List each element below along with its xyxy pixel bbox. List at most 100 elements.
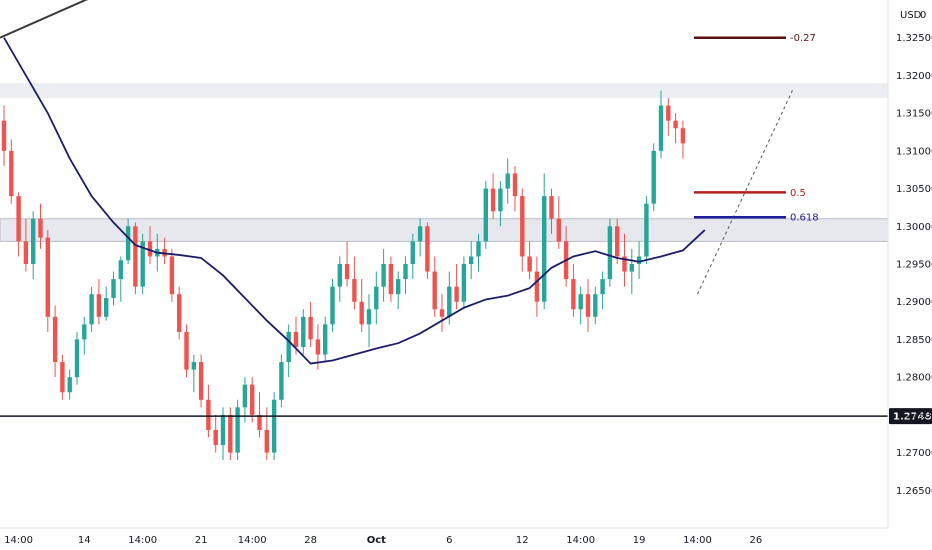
moving-average-line [3, 37, 706, 365]
candle-body [388, 264, 394, 295]
candle-85 [622, 233, 627, 287]
candle-65 [476, 233, 481, 272]
candle-body [140, 241, 145, 287]
x-tick-label-11: 14:00 [683, 535, 712, 546]
candle-body [374, 286, 379, 310]
candle-body [1, 120, 7, 151]
x-tick-label-1: 14 [78, 535, 91, 546]
candle-body [104, 297, 109, 317]
candle-body [454, 286, 459, 302]
candle-81 [593, 286, 598, 325]
candle-body [220, 414, 226, 446]
candle-body [31, 218, 36, 264]
candle-69 [505, 158, 510, 204]
candle-body [476, 241, 481, 257]
candle-body [520, 196, 525, 257]
y-tick-label-8: 1.28500 [896, 335, 932, 346]
candle-body [74, 339, 80, 378]
fib-level-label-0: -0.27 [790, 33, 816, 44]
candle-86 [629, 248, 634, 295]
candle-body [286, 331, 291, 363]
candle-41 [301, 309, 306, 355]
candle-16 [118, 256, 123, 302]
candle-84 [615, 218, 620, 264]
y-tick-label-10: 1.27500 [896, 410, 932, 421]
candle-27 [198, 354, 204, 408]
candle-body [96, 294, 102, 317]
candle-body [542, 196, 547, 302]
candle-body [425, 226, 430, 272]
fib-level-label-2: 0.618 [790, 213, 819, 224]
candle-67 [490, 173, 496, 219]
time-axis[interactable]: 14:00 14 14:00 21 14:00 28 Oct 6 12 14:00 19 14:00 2… [4, 535, 762, 546]
candle-8 [60, 354, 65, 400]
candle-20 [147, 226, 153, 264]
candle-52 [381, 248, 386, 302]
candle-body [549, 196, 554, 219]
candle-31 [228, 407, 233, 461]
candle-38 [279, 354, 284, 408]
candle-59 [432, 256, 437, 317]
candle-39 [286, 324, 291, 378]
y-tick-label-2: 1.31500 [896, 109, 932, 120]
x-tick-label-0: 14:00 [4, 535, 33, 546]
candle-body [323, 324, 328, 355]
candle-75 [549, 188, 554, 234]
candle-body [198, 362, 204, 400]
y-tick-label-3: 1.31000 [896, 146, 932, 157]
candle-26 [191, 354, 196, 393]
candle-89 [651, 143, 656, 212]
current-price-tag-label: 1.27484 [893, 412, 932, 423]
candle-71 [520, 188, 525, 272]
candle-14 [104, 286, 109, 321]
current-price-layer: 1.27484 [0, 408, 932, 425]
candle-72 [527, 241, 532, 280]
candle-92 [673, 113, 678, 144]
candle-82 [600, 271, 605, 310]
candle-63 [461, 256, 467, 310]
candle-30 [220, 407, 226, 461]
candle-23 [169, 248, 175, 302]
candle-body [615, 226, 620, 257]
x-tick-label-12: 26 [750, 535, 763, 546]
candle-body [403, 264, 408, 280]
candle-body [257, 414, 262, 430]
candle-0 [1, 105, 7, 166]
candle-9 [67, 369, 72, 400]
candle-body [184, 331, 189, 370]
candle-body [293, 331, 299, 347]
candle-body [9, 150, 14, 197]
candle-35 [257, 392, 262, 438]
candle-body [498, 188, 503, 212]
candle-body [250, 384, 255, 415]
candle-11 [82, 316, 87, 355]
candle-49 [359, 279, 364, 332]
zones-layer [0, 82, 889, 242]
candle-64 [469, 241, 474, 280]
candle-29 [213, 414, 218, 453]
candle-7 [52, 305, 58, 378]
candle-58 [425, 222, 430, 280]
candle-73 [534, 256, 540, 317]
currency-label[interactable]: USD [900, 10, 922, 21]
candle-50 [366, 294, 372, 347]
current-price-tag [889, 408, 932, 425]
candle-body [125, 226, 131, 261]
y-tick-label-12: 1.26500 [896, 486, 932, 497]
candle-body [344, 264, 350, 280]
candle-76 [556, 196, 561, 249]
candle-body [600, 279, 605, 295]
candle-body [169, 256, 175, 295]
x-tick-label-4: 14:00 [238, 535, 267, 546]
candle-body [483, 188, 488, 242]
price-axis[interactable]: 1.32500 1.32000 1.31500 1.31000 1.30500 1.300… [896, 33, 932, 497]
candle-body [490, 188, 496, 212]
y-tick-label-9: 1.28000 [896, 373, 932, 384]
candle-body [52, 316, 58, 363]
y-tick-label-6: 1.29500 [896, 260, 932, 271]
candle-body [279, 362, 284, 400]
candle-68 [498, 181, 503, 227]
candle-32 [235, 399, 240, 461]
